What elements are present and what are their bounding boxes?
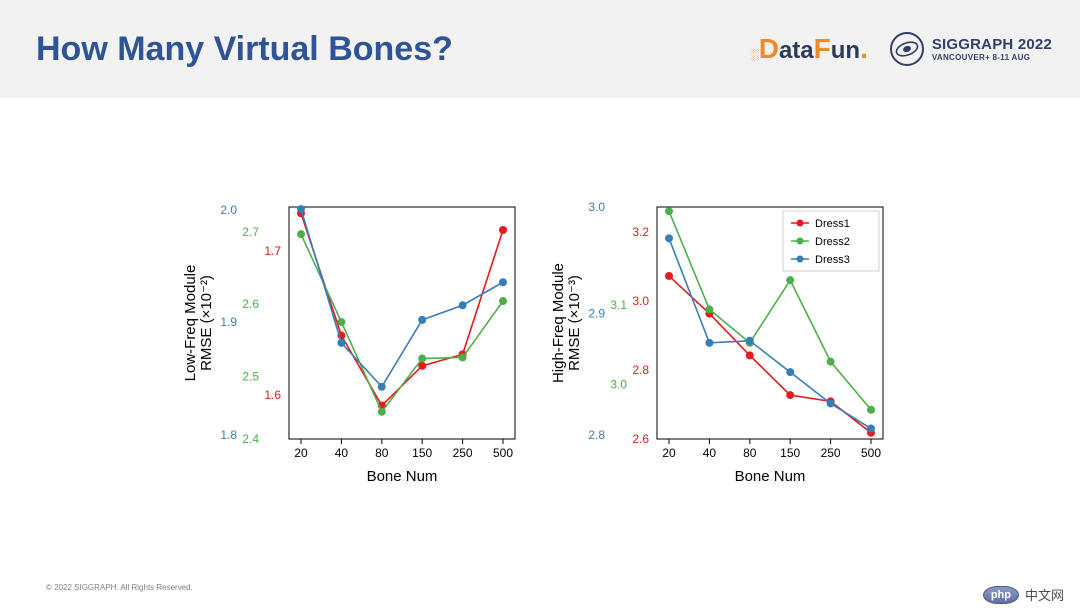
y-axis-label-1: Low-Freq Module [182,265,199,382]
y-tick: 2.6 [632,432,649,446]
x-tick: 500 [493,446,513,460]
php-pill-icon: php [983,586,1019,604]
series-marker [746,351,754,359]
x-tick: 250 [453,446,473,460]
datafun-logo: ░ D ata F un . [750,35,868,63]
datafun-un: un [831,39,860,63]
php-watermark: php 中文网 [983,585,1064,604]
y-tick: 2.6 [242,297,259,311]
siggraph-line2: VANCOUVER+ 8-11 AUG [932,54,1052,62]
y-tick: 2.8 [588,428,605,442]
x-axis-label: Bone Num [735,468,806,485]
x-tick: 250 [821,446,841,460]
y-tick: 2.0 [220,203,237,217]
series-marker [459,301,467,309]
series-marker [418,316,426,324]
content-area: 204080150250500Bone NumLow-Freq ModuleRM… [0,98,1080,576]
footer-copyright: © 2022 SIGGRAPH. All Rights Reserved. [46,583,193,592]
y-tick: 3.1 [610,298,627,312]
series-marker [337,318,345,326]
y-axis-label-1: High-Freq Module [550,263,567,383]
series-marker [665,272,673,280]
globe-icon [890,32,924,66]
datafun-f: F [814,35,831,63]
series-marker [867,425,875,433]
y-axis-label-2: RMSE (×10⁻³) [566,275,583,371]
legend-label: Dress1 [815,218,850,230]
series-marker [786,276,794,284]
y-tick: 3.2 [632,225,649,239]
series-marker [665,207,673,215]
y-tick: 2.9 [588,307,605,321]
y-tick: 2.4 [242,432,259,446]
slide-title: How Many Virtual Bones? [36,30,750,69]
y-tick: 2.5 [242,369,259,383]
series-marker [867,406,875,414]
series-marker [499,278,507,286]
y-tick: 1.7 [264,244,281,258]
series-marker [418,355,426,363]
y-tick: 3.0 [610,378,627,392]
series-marker [499,226,507,234]
y-tick: 1.6 [264,388,281,402]
x-axis-label: Bone Num [367,468,438,485]
series-marker [786,391,794,399]
y-tick: 3.0 [632,294,649,308]
series-marker [499,297,507,305]
x-tick: 20 [294,446,308,460]
low-freq-chart: 20 40 80 150 250 500 Bone Num Low-Freq ModuleRM… [181,187,531,487]
series-marker [297,205,305,213]
series-marker [337,339,345,347]
series-marker [827,358,835,366]
x-tick: 40 [335,446,349,460]
php-text: 中文网 [1025,585,1064,604]
datafun-ata: ata [779,39,814,63]
x-tick: 80 [743,446,757,460]
datafun-dot: . [860,35,868,63]
y-tick: 3.0 [588,200,605,214]
x-tick: 150 [412,446,432,460]
datafun-d: D [759,35,779,63]
series-marker [378,408,386,416]
y-tick: 1.9 [220,315,237,329]
y-axis-label-2: RMSE (×10⁻²) [198,275,215,371]
header-logos: ░ D ata F un . SIGGRAPH 2022 VANCOUVER+ … [750,32,1052,66]
series-marker [378,383,386,391]
series-marker [459,353,467,361]
legend-label: Dress2 [815,236,850,248]
series-marker [786,368,794,376]
high-freq-chart: 20 40 80 150 250 500 Bone Num High-Freq ModuleR… [549,187,899,487]
series-marker [705,339,713,347]
datafun-dots-icon: ░ [750,48,758,60]
series-line [301,209,503,387]
series-marker [705,305,713,313]
charts-row: 204080150250500Bone NumLow-Freq ModuleRM… [0,98,1080,576]
x-tick: 150 [780,446,800,460]
series-marker [665,234,673,242]
y-tick: 2.8 [632,363,649,377]
siggraph-line1: SIGGRAPH 2022 [932,37,1052,52]
series-marker [827,399,835,407]
slide-header: How Many Virtual Bones? ░ D ata F un . S… [0,0,1080,98]
x-tick: 20 [662,446,676,460]
series-marker [297,230,305,238]
siggraph-logo: SIGGRAPH 2022 VANCOUVER+ 8-11 AUG [890,32,1052,66]
x-tick: 40 [703,446,717,460]
siggraph-text: SIGGRAPH 2022 VANCOUVER+ 8-11 AUG [932,37,1052,62]
legend-label: Dress3 [815,254,850,266]
x-tick: 500 [861,446,881,460]
x-tick: 80 [375,446,389,460]
y-tick: 2.7 [242,225,259,239]
y-tick: 1.8 [220,428,237,442]
series-marker [746,337,754,345]
